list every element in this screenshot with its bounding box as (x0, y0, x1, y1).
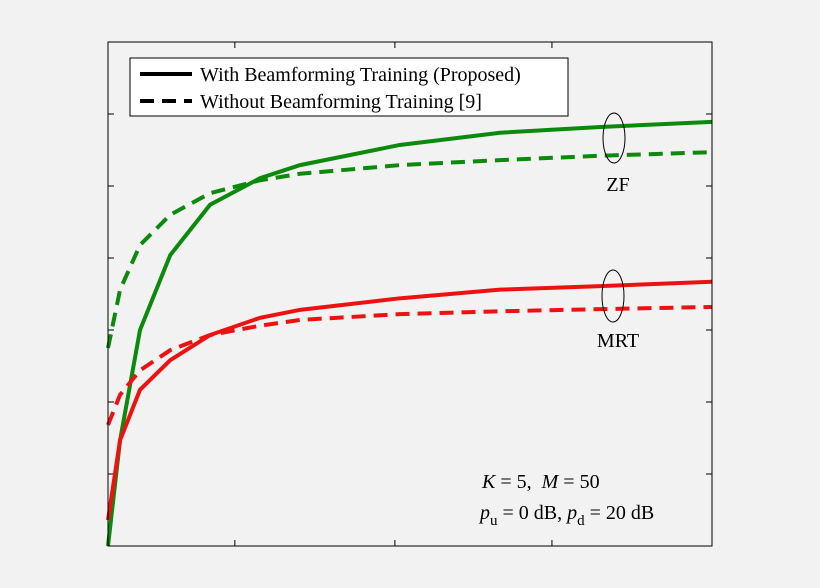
param: = 20 dB (585, 502, 655, 524)
legend-label: With Beamforming Training (Proposed) (200, 64, 521, 86)
param: M (541, 471, 560, 493)
params-line: K = 5, M = 50 (481, 471, 600, 493)
param: K (481, 471, 497, 493)
params-line: pu = 0 dB, pd = 20 dB (478, 502, 654, 529)
series-line (106, 119, 713, 547)
legend-label: Without Beamforming Training [9] (200, 91, 482, 113)
param: p (478, 502, 490, 524)
series-line (106, 279, 713, 521)
param: p (565, 502, 577, 524)
series-line (106, 150, 713, 349)
zf-ellipse (602, 112, 626, 164)
legend-box (129, 57, 569, 117)
plot-border (107, 41, 713, 547)
param: = 0 dB, (498, 502, 568, 524)
param: d (577, 513, 585, 529)
series-line (106, 304, 713, 426)
param: = 5, (495, 471, 541, 493)
param: u (490, 513, 498, 529)
plot-area: With Beamforming Training (Proposed) With… (106, 41, 713, 547)
annotation: ZF (606, 174, 629, 196)
mrt-ellipse (601, 269, 625, 323)
param: = 50 (558, 471, 599, 493)
annotation: MRT (597, 330, 639, 352)
